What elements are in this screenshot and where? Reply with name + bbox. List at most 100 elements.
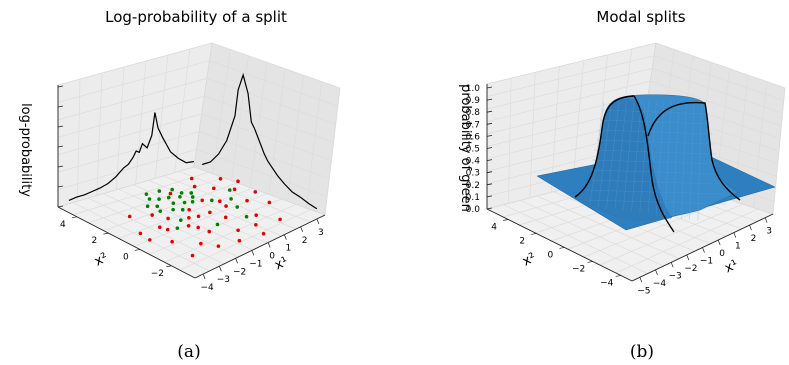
scatter-point xyxy=(229,197,233,201)
z-tick-mark xyxy=(486,147,493,149)
scatter-point xyxy=(155,204,160,209)
grid-line xyxy=(133,193,267,247)
grid-line xyxy=(57,78,336,125)
y-tick-mark xyxy=(103,232,109,235)
scatter-point xyxy=(179,218,183,222)
scatter-point xyxy=(178,195,182,199)
z-tick-label: 0.9 xyxy=(466,96,481,106)
z-tick-mark xyxy=(57,105,64,108)
z-tick-mark xyxy=(486,195,493,198)
scatter-point xyxy=(189,191,194,195)
scatter-point xyxy=(254,223,258,227)
mesh-line xyxy=(583,199,727,205)
mesh-line xyxy=(681,101,687,219)
x-tick-mark xyxy=(202,273,206,280)
scatter-point xyxy=(189,176,194,181)
grid-line xyxy=(163,175,297,230)
scatter-point xyxy=(218,199,222,204)
x-tick-mark xyxy=(639,277,643,283)
grid-line xyxy=(103,193,239,258)
grid-line xyxy=(503,204,648,274)
scatter-point xyxy=(267,200,272,205)
x-tick-mark xyxy=(749,225,752,231)
mesh-line xyxy=(598,101,612,207)
grid-line xyxy=(231,55,249,181)
scatter-point xyxy=(175,226,180,230)
scatter-point xyxy=(170,187,174,192)
grid-line xyxy=(57,131,330,180)
z-tick-label: 0.8 xyxy=(466,108,481,118)
panel-b-y-axis-line xyxy=(486,208,633,282)
scatter-point xyxy=(158,209,163,213)
panel-b-ticks: 0.00.10.20.30.40.50.60.70.80.91.0−5−4−3−… xyxy=(466,84,772,296)
grid-line xyxy=(178,171,311,223)
x-tick-mark xyxy=(670,262,674,268)
x-tick-mark xyxy=(316,218,320,225)
scatter-point xyxy=(236,228,240,233)
x-tick-mark xyxy=(284,234,287,240)
panel-a-grid xyxy=(57,48,338,272)
scatter-point xyxy=(196,214,201,219)
x-tick-label: 1 xyxy=(286,244,292,254)
z-tick-mark xyxy=(486,159,493,161)
mesh-line xyxy=(589,101,605,206)
scatter-point xyxy=(150,213,154,217)
scatter-point xyxy=(157,197,161,201)
z-tick-mark xyxy=(486,183,493,186)
grid-line xyxy=(212,49,231,174)
scatter-point xyxy=(168,191,173,196)
grid-line xyxy=(550,66,560,193)
panel-b-caption: (b) xyxy=(630,342,654,362)
z-tick-mark xyxy=(486,110,493,113)
panel-a-points xyxy=(127,176,282,258)
scatter-point xyxy=(166,195,171,200)
mesh-line xyxy=(623,100,635,210)
y-tick-mark xyxy=(615,275,621,277)
z-tick-mark xyxy=(57,165,64,168)
scatter-point xyxy=(127,214,132,219)
x-tick-label: −4 xyxy=(653,279,667,289)
z-tick-mark xyxy=(57,85,64,88)
grid-line xyxy=(73,171,209,216)
mesh-line xyxy=(656,100,665,215)
y-tick-label: 2 xyxy=(92,236,98,246)
z-tick-label: 0.0 xyxy=(466,205,481,215)
mesh-line xyxy=(672,101,680,218)
x-tick-label: −4 xyxy=(200,283,214,293)
grid-line xyxy=(486,93,781,139)
mesh-line xyxy=(631,100,642,212)
z-tick-label: 1.0 xyxy=(466,84,481,94)
x-tick-mark xyxy=(267,242,271,248)
scatter-point xyxy=(138,231,143,236)
scatter-point xyxy=(157,225,162,229)
mesh-line xyxy=(606,101,620,208)
y-tick-mark xyxy=(587,261,593,263)
scatter-point xyxy=(147,238,152,242)
y-tick-mark xyxy=(71,216,77,219)
z-tick-mark xyxy=(486,98,493,101)
panel-a-curves xyxy=(68,72,318,210)
scatter-point xyxy=(227,188,232,192)
scatter-point xyxy=(212,186,216,191)
grid-line xyxy=(174,48,191,173)
grid-line xyxy=(135,60,147,185)
scatter-point xyxy=(223,215,228,220)
x-tick-label: −5 xyxy=(637,286,650,296)
scatter-point xyxy=(253,190,258,194)
grid-line xyxy=(508,78,512,204)
mesh-line xyxy=(591,159,719,165)
mesh-line xyxy=(593,149,717,155)
mesh-line xyxy=(601,109,709,115)
z-tick-mark xyxy=(486,135,493,137)
panel-b-surface xyxy=(536,94,776,233)
scatter-point xyxy=(196,225,200,230)
scatter-point xyxy=(218,176,223,181)
x-tick-mark xyxy=(733,232,737,238)
panel-b-y-label: x² xyxy=(520,250,538,269)
x-tick-mark xyxy=(717,239,721,246)
x-tick-label: −1 xyxy=(249,259,262,269)
scatter-point xyxy=(235,205,240,209)
grid-line xyxy=(615,208,759,274)
panel-b-z-label: probability of green xyxy=(458,84,473,212)
